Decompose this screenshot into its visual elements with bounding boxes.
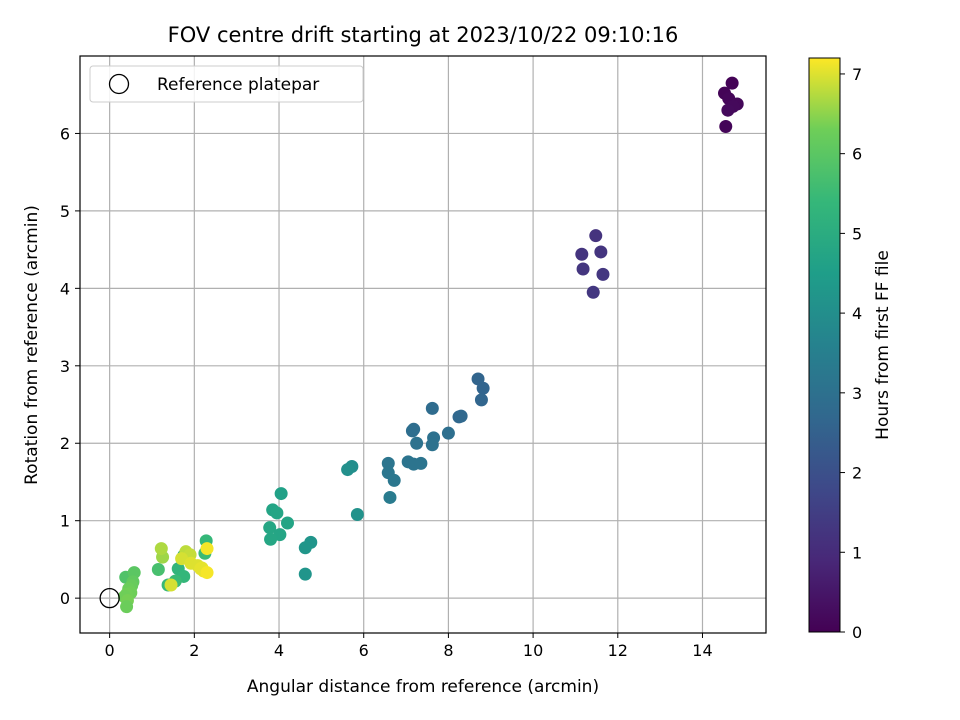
data-point: [476, 381, 490, 395]
y-tick-label: 6: [60, 124, 70, 143]
colorbar-tick-label: 3: [852, 384, 862, 403]
colorbar-gradient: [808, 57, 841, 633]
data-point: [164, 578, 178, 592]
data-point: [151, 562, 165, 576]
data-point: [341, 463, 355, 477]
data-point: [576, 262, 590, 276]
colorbar-ticks: 0 1 2 3 4 5 6 7: [840, 65, 862, 642]
x-tick-label: 0: [105, 641, 115, 660]
data-point: [274, 487, 288, 501]
chart-title: FOV centre drift starting at 2023/10/22 …: [168, 23, 679, 47]
x-tick-label: 14: [692, 641, 712, 660]
data-point: [589, 229, 603, 243]
x-tick-label: 8: [443, 641, 453, 660]
y-tick-label: 1: [60, 512, 70, 531]
data-point: [594, 245, 608, 259]
data-point: [298, 541, 312, 555]
data-point: [474, 393, 488, 407]
data-point: [154, 542, 168, 556]
colorbar-label: Hours from first FF file: [873, 250, 893, 440]
legend: Reference platepar: [89, 65, 364, 103]
y-tick-label: 0: [60, 589, 70, 608]
colorbar-tick-label: 0: [852, 623, 862, 642]
data-point: [120, 600, 134, 614]
colorbar: 0 1 2 3 4 5 6 7 Hours from first FF file: [808, 57, 893, 642]
legend-label: Reference platepar: [157, 75, 319, 95]
plot-frame: [79, 55, 767, 634]
y-tick-label: 3: [60, 357, 70, 376]
colorbar-tick-label: 2: [852, 464, 862, 483]
legend-open-circle-icon: [108, 73, 130, 95]
data-point: [383, 490, 397, 504]
data-point: [200, 542, 214, 556]
y-axis-label: Rotation from reference (arcmin): [22, 205, 42, 485]
data-point: [425, 401, 439, 415]
data-point: [575, 247, 589, 261]
data-point: [298, 567, 312, 581]
x-tick-label: 12: [608, 641, 628, 660]
data-point: [200, 566, 214, 580]
data-point: [263, 521, 277, 535]
colorbar-tick-label: 6: [852, 145, 862, 164]
y-tick-label: 4: [60, 279, 70, 298]
data-point: [454, 409, 468, 423]
data-point: [719, 119, 733, 133]
x-tick-label: 6: [359, 641, 369, 660]
data-points: [117, 76, 744, 614]
data-point: [405, 424, 419, 438]
data-point: [441, 426, 455, 440]
data-point: [725, 76, 739, 90]
colorbar-tick-label: 1: [852, 543, 862, 562]
grid: [80, 56, 766, 633]
x-axis-label: Angular distance from reference (arcmin): [247, 677, 599, 697]
data-point: [381, 456, 395, 470]
reference-platepar-marker: [99, 587, 120, 609]
data-point: [414, 456, 428, 470]
colorbar-tick-label: 4: [852, 304, 862, 323]
data-point: [425, 438, 439, 452]
x-tick-label: 10: [523, 641, 543, 660]
x-axis-ticks: 0 2 4 6 8 10 12 14: [105, 633, 713, 660]
data-point: [387, 473, 401, 487]
y-tick-label: 5: [60, 202, 70, 221]
data-point: [586, 285, 600, 299]
y-axis-ticks: 0 1 2 3 4 5 6: [60, 124, 80, 608]
x-tick-label: 2: [189, 641, 199, 660]
data-point: [270, 506, 284, 520]
data-point: [264, 532, 278, 546]
colorbar-tick-label: 7: [852, 65, 862, 84]
legend-box: [89, 65, 364, 103]
data-point: [280, 516, 294, 530]
x-tick-label: 4: [274, 641, 284, 660]
data-point: [410, 436, 424, 450]
data-point: [721, 103, 735, 117]
colorbar-tick-label: 5: [852, 224, 862, 243]
data-point: [350, 508, 364, 522]
data-point: [596, 267, 610, 281]
y-tick-label: 2: [60, 434, 70, 453]
reference-marker-layer: [99, 587, 120, 609]
